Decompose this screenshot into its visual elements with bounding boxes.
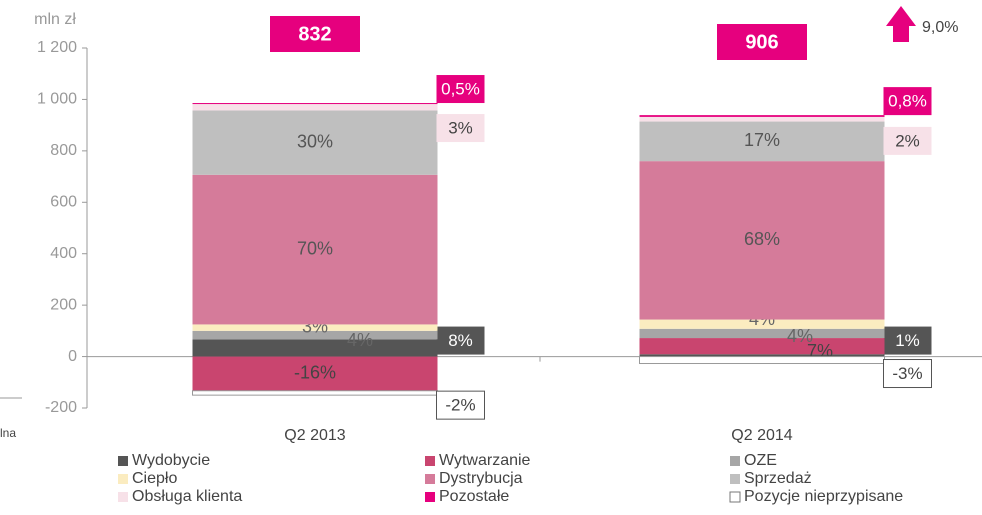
bar-segment: [192, 390, 438, 396]
segment-label: 7%: [807, 341, 833, 361]
label-box: [436, 326, 485, 355]
y-tick-label: 800: [50, 142, 77, 159]
legend-swatch: [730, 456, 740, 466]
bar-segment: [192, 330, 438, 340]
segment-label: 0,8%: [888, 92, 927, 111]
segment-label: 8%: [448, 331, 473, 350]
bar-segment: [192, 110, 438, 175]
bar-segment: [192, 104, 438, 111]
total-box: [717, 24, 807, 60]
label-box: [436, 390, 485, 420]
legend-label: OZE: [744, 452, 777, 469]
label-box: [883, 87, 932, 116]
bar-segment: [639, 338, 885, 355]
segment-label: 0,5%: [441, 80, 480, 99]
segment-label: 2%: [895, 131, 920, 150]
total-label: 832: [298, 23, 331, 45]
legend-swatch: [730, 474, 740, 484]
segment-label: 1%: [895, 331, 920, 350]
legend-swatch: [425, 492, 435, 502]
label-box: [436, 114, 485, 143]
y-tick-label: 1 200: [37, 39, 77, 56]
segment-label: 4%: [347, 330, 373, 350]
bar-segment: [639, 354, 885, 357]
total-label: 906: [745, 31, 778, 53]
label-box: [883, 126, 932, 155]
legend-label: Obsługa klienta: [132, 488, 242, 505]
x-tick-label: Q2 2013: [284, 427, 345, 444]
legend-swatch: [729, 491, 741, 503]
bar-segment: [639, 328, 885, 339]
y-tick-label: 0: [68, 348, 77, 365]
bar-segment: [192, 356, 438, 391]
total-box: [270, 16, 360, 52]
y-tick-label: 400: [50, 245, 77, 262]
x-tick-label: Q2 2014: [731, 427, 792, 444]
label-box: [883, 359, 932, 389]
bar-segment: [192, 339, 438, 357]
segment-label: -16%: [294, 362, 336, 382]
bar-segment: [639, 121, 885, 162]
y-tick-label: 1 000: [37, 91, 77, 108]
label-box: [883, 326, 932, 355]
legend-label: Wydobycie: [132, 452, 210, 469]
legend-swatch: [425, 456, 435, 466]
legend-swatch: [118, 492, 128, 502]
bar-segment: [192, 174, 438, 325]
bar-segment: [639, 161, 885, 320]
legend-label: Pozycje nieprzypisane: [744, 488, 903, 505]
legend-label: Dystrybucja: [439, 470, 523, 487]
y-tick-label: -200: [45, 399, 77, 416]
segment-label: 3%: [448, 119, 473, 138]
segment-label: 4%: [787, 326, 813, 346]
legend-swatch: [118, 474, 128, 484]
growth-label: 9,0%: [922, 19, 958, 36]
bar-segment: [192, 103, 438, 105]
segment-label: 17%: [744, 130, 780, 150]
segment-label: 30%: [297, 131, 333, 151]
legend-label: Sprzedaż: [744, 470, 812, 487]
bar-segment: [192, 324, 438, 331]
bar-segment: [639, 319, 885, 329]
segment-label: -3%: [892, 364, 922, 383]
cut-label: lna: [0, 426, 16, 440]
label-box: [436, 75, 485, 104]
bar-segment: [639, 115, 885, 117]
growth-arrow: [886, 6, 916, 42]
bar-segment: [639, 356, 885, 365]
legend-label: Wytwarzanie: [439, 452, 531, 469]
segment-label: 70%: [297, 238, 333, 258]
legend-swatch: [425, 474, 435, 484]
legend-label: Ciepło: [132, 470, 177, 487]
y-unit: mln zł: [34, 11, 76, 28]
legend-label: Pozostałe: [439, 488, 509, 505]
y-tick-label: 600: [50, 194, 77, 211]
legend-swatch: [118, 456, 128, 466]
bar-segment: [639, 116, 885, 122]
segment-label: -2%: [445, 396, 475, 415]
y-tick-label: 200: [50, 296, 77, 313]
segment-label: 68%: [744, 229, 780, 249]
